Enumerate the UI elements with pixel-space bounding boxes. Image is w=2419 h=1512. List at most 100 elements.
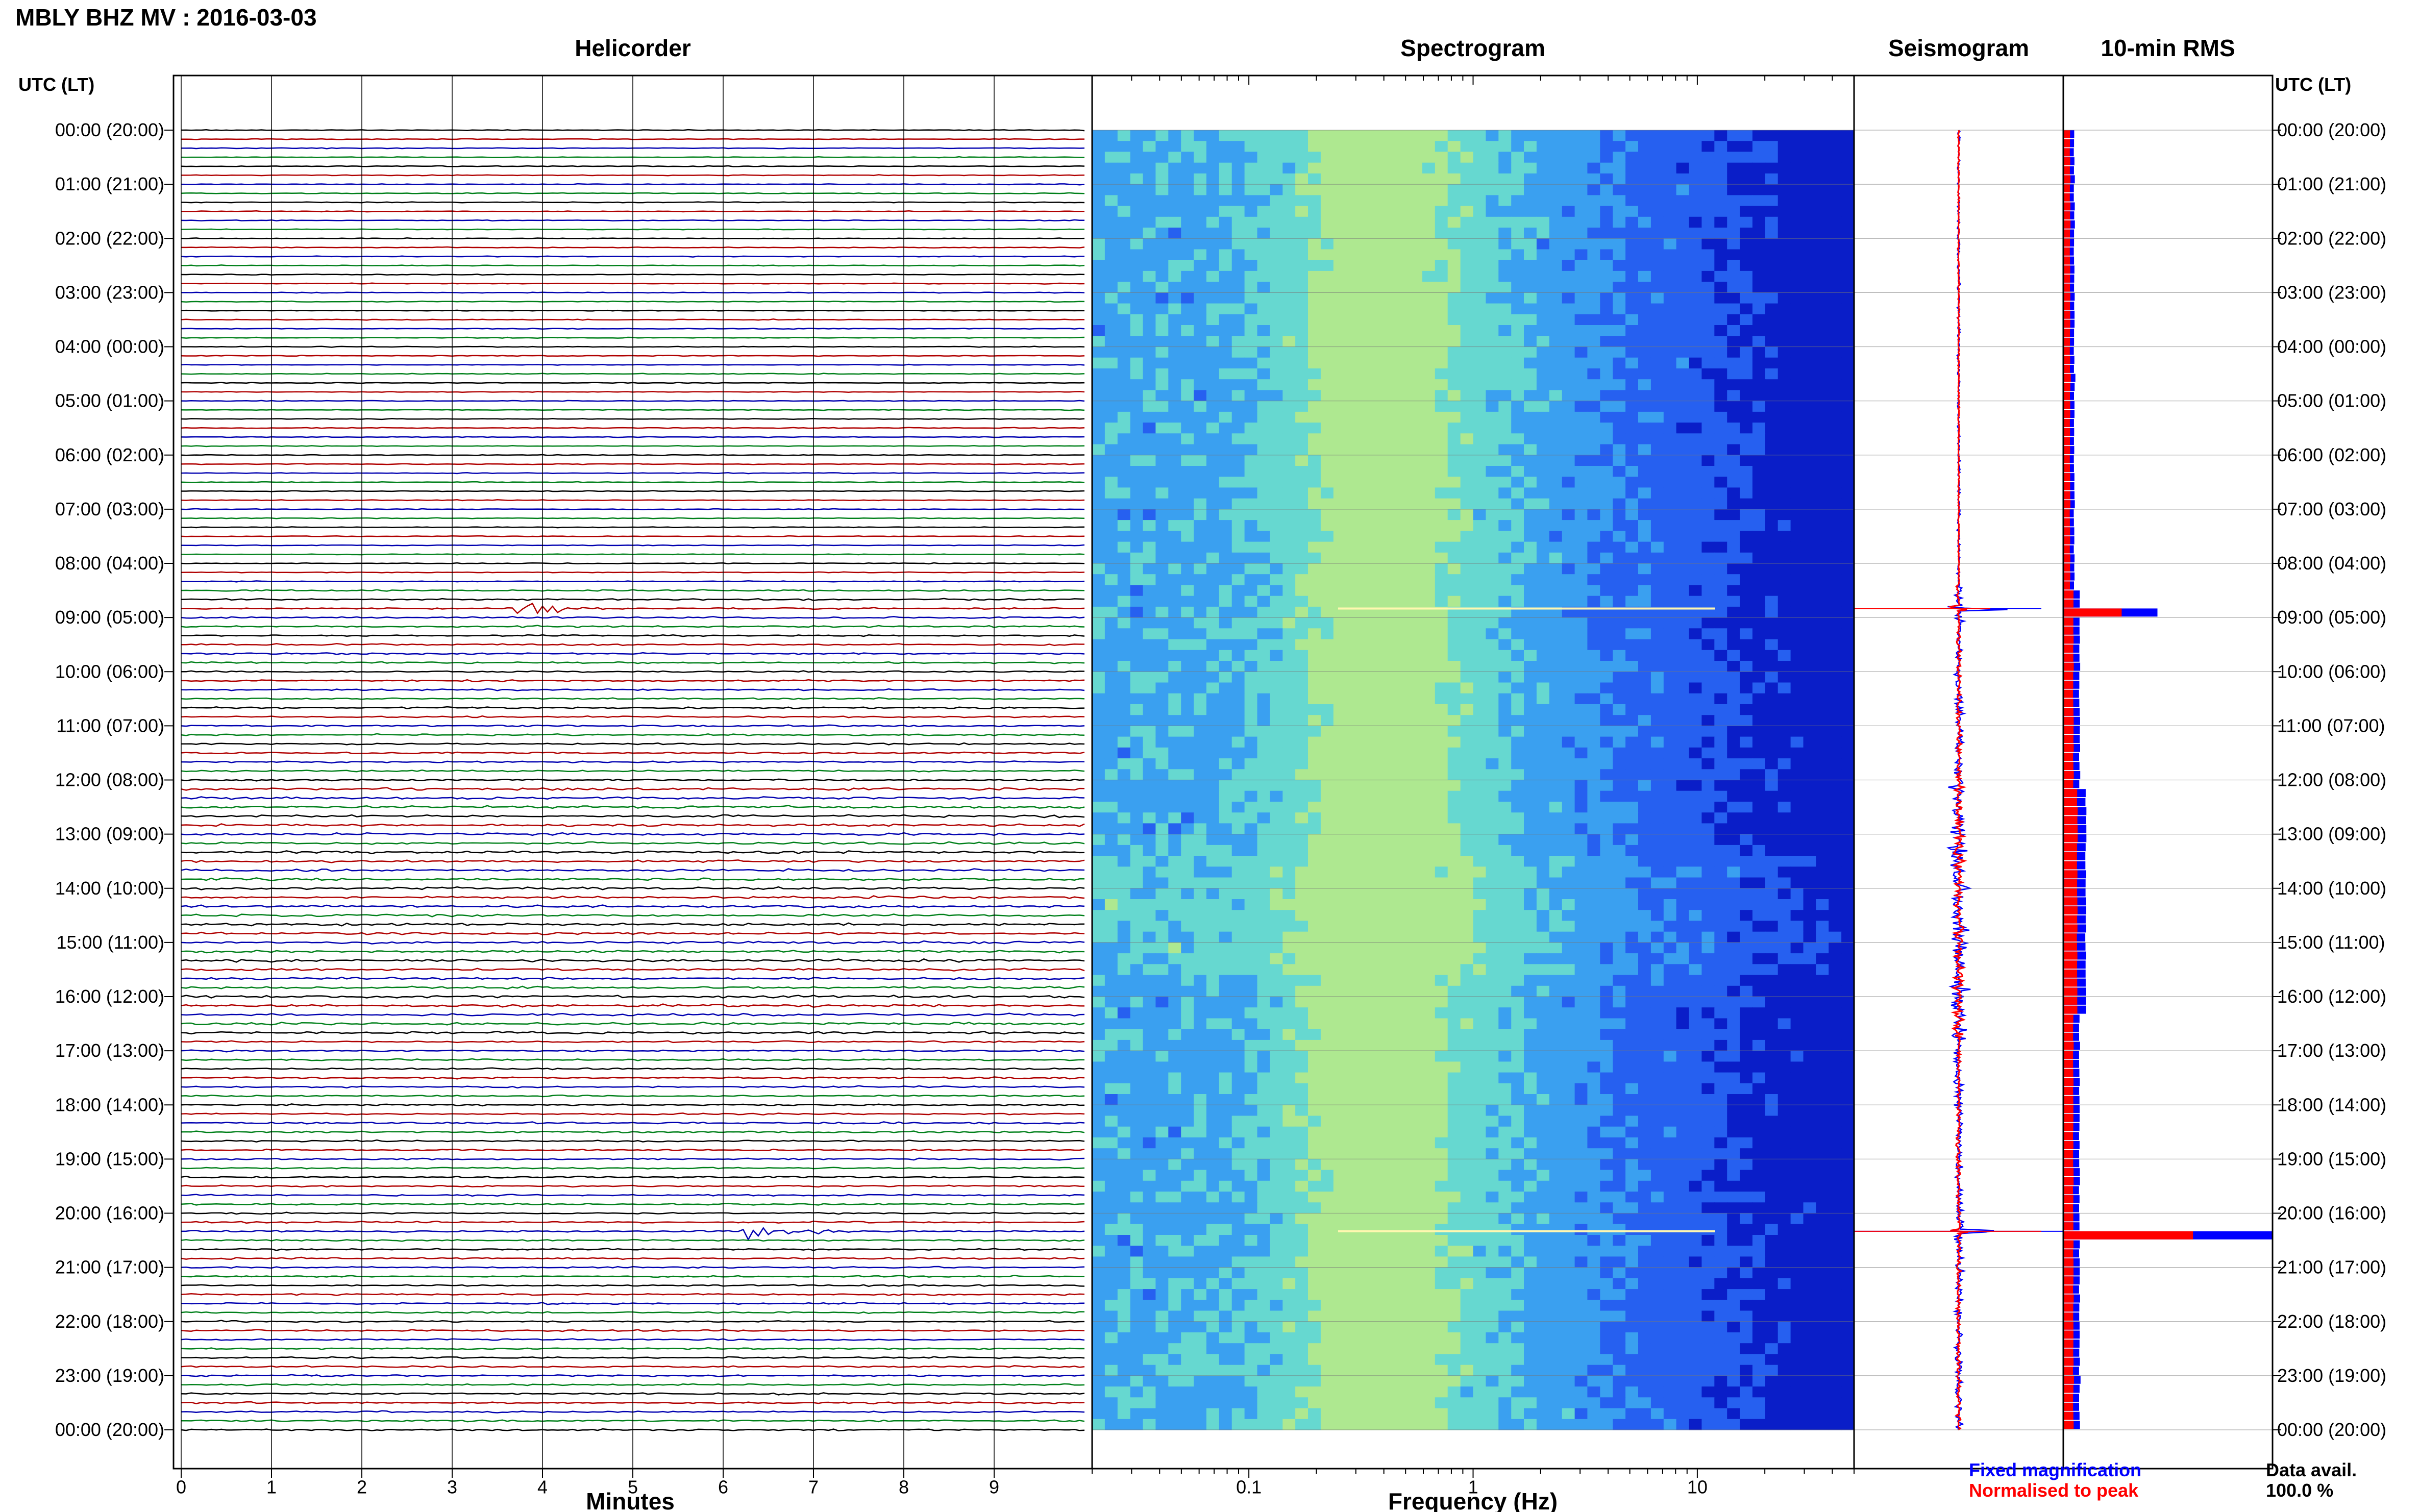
spectrogram-cell [1257,661,1270,672]
spectrogram-cell [1841,325,1854,336]
spectrogram-cell [1701,563,1715,575]
spectrogram-cell [1270,401,1283,412]
spectrogram-cell [1282,769,1296,781]
spectrogram-cell [1803,834,1816,846]
spectrogram-cell [1270,877,1283,889]
spectrogram-cell [1536,390,1550,402]
spectrogram-cell [1689,639,1702,651]
spectrogram-cell [1447,368,1461,380]
spectrogram-cell [1320,726,1334,737]
spectrogram-cell [1206,866,1220,878]
spectrogram-cell [1346,531,1360,542]
spectrogram-cell [1371,379,1385,390]
spectrogram-cell [1320,715,1334,726]
spectrogram-cell [1778,368,1791,380]
spectrogram-cell [1841,433,1854,445]
spectrogram-cell [1143,1029,1156,1040]
spectrogram-cell [1727,487,1740,499]
spectrogram-cell [1130,173,1144,185]
spectrogram-cell [1244,910,1258,921]
spectrogram-cell [1257,780,1270,791]
spectrogram-cell [1143,238,1156,250]
spectrogram-cell [1486,715,1499,726]
spectrogram-cell [1206,444,1220,456]
spectrogram-cell [1701,303,1715,315]
spectrogram-cell [1371,812,1385,824]
spectrogram-cell [1371,726,1385,737]
spectrogram-cell [1181,845,1194,856]
spectrogram-cell [1625,466,1639,477]
spectrogram-cell [1206,985,1220,997]
spectrogram-cell [1650,184,1664,195]
spectrogram-cell [1486,314,1499,326]
spectrogram-cell [1295,314,1309,326]
spectrogram-cell [1701,531,1715,542]
spectrogram-cell [1333,173,1347,185]
spectrogram-cell [1447,401,1461,412]
spectrogram-cell [1104,812,1118,824]
spectrogram-cell [1676,423,1690,434]
spectrogram-cell [1625,856,1639,867]
spectrogram-cell [1155,423,1169,434]
spectrogram-cell [1498,790,1512,802]
spectrogram-cell [1155,661,1169,672]
spectrogram-cell [1143,325,1156,336]
spectrogram-cell [1333,433,1347,445]
spectrogram-cell [1803,672,1816,683]
spectrogram-cell [1486,477,1499,488]
spectrogram-cell [1498,195,1512,207]
spectrogram-cell [1257,270,1270,282]
spectrogram-cell [1460,802,1474,813]
spectrogram-cell [1816,563,1829,575]
spectrogram-cell [1778,325,1791,336]
spectrogram-cell [1422,216,1436,228]
spectrogram-cell [1346,184,1360,195]
spectrogram-cell [1359,379,1372,390]
spectrogram-cell [1587,985,1600,997]
spectrogram-cell [1689,401,1702,412]
spectrogram-cell [1663,747,1677,759]
spectrogram-cell [1282,206,1296,217]
spectrogram-cell [1435,216,1448,228]
spectrogram-cell [1790,173,1804,185]
spectrogram-cell [1498,325,1512,336]
spectrogram-cell [1346,682,1360,694]
spectrogram-cell [1435,411,1448,423]
spectrogram-cell [1511,931,1524,943]
spectrogram-cell [1790,346,1804,358]
spectrogram-cell [1727,357,1740,369]
spectrogram-cell [1638,769,1651,781]
spectrogram-cell [1752,368,1766,380]
spectrogram-cell [1320,834,1334,846]
spectrogram-cell [1447,336,1461,348]
spectrogram-cell [1460,477,1474,488]
spectrogram-cell [1740,704,1753,715]
spectrogram-cell [1625,531,1639,542]
spectrogram-cell [1219,726,1232,737]
spectrogram-cell [1701,249,1715,261]
spectrogram-cell [1231,531,1245,542]
spectrogram-cell [1155,921,1169,932]
spectrogram-cell [1168,953,1181,964]
spectrogram-cell [1663,672,1677,683]
spectrogram-cell [1600,834,1613,846]
spectrogram-cell [1104,628,1118,640]
spectrogram-cell [1308,802,1321,813]
spectrogram-cell [1231,563,1245,575]
spectrogram-cell [1625,477,1639,488]
spectrogram-cell [1689,585,1702,597]
spectrogram-cell [1384,552,1397,564]
spectrogram-cell [1790,823,1804,835]
spectrogram-cell [1600,303,1613,315]
spectrogram-cell [1257,379,1270,390]
spectrogram-cell [1168,336,1181,348]
spectrogram-cell [1346,520,1360,531]
spectrogram-cell [1650,238,1664,250]
spectrogram-cell [1460,574,1474,585]
spectrogram-cell [1447,303,1461,315]
spectrogram-cell [1231,336,1245,348]
spectrogram-cell [1194,292,1207,304]
spectrogram-cell [1638,650,1651,661]
spectrogram-cell [1714,552,1727,564]
spectrogram-cell [1613,672,1626,683]
